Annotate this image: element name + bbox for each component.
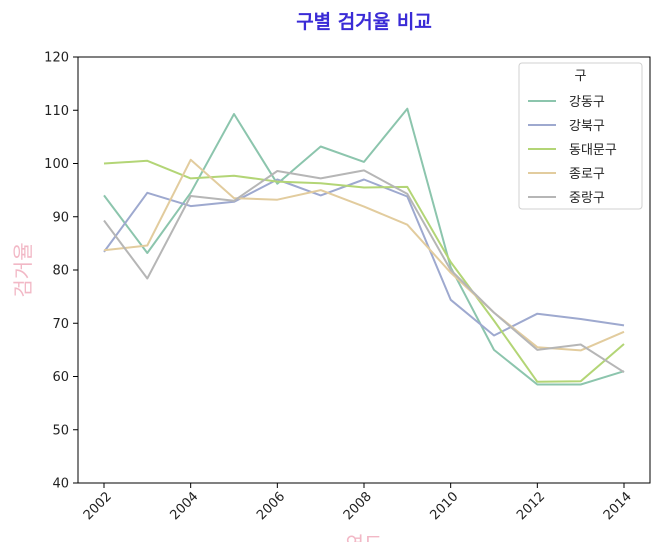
y-tick-label: 40 [52,477,69,492]
y-tick-label: 80 [52,264,69,279]
x-tick-label: 2002 [81,489,115,523]
y-tick-label: 110 [44,104,69,119]
legend-entry-label: 중랑구 [569,191,605,206]
series-line-2 [103,159,625,383]
series-line-1 [103,178,625,337]
y-tick-label: 120 [44,51,69,66]
x-tick-label: 2014 [601,489,635,523]
series-line-3 [103,158,625,352]
legend-box [518,62,643,210]
legend-entry-label: 종로구 [569,167,605,182]
y-tick-label: 90 [52,210,69,225]
chart-title: 구별 검거율 비교 [296,11,432,33]
legend-entry-label: 동대문구 [569,143,617,158]
x-tick-label: 2012 [514,489,548,523]
y-axis-label: 검거율 [11,242,35,297]
y-tick-label: 50 [52,423,69,438]
x-tick-label: 2004 [167,489,201,523]
x-tick-label: 2006 [254,489,288,523]
x-tick-label: 2010 [427,489,461,523]
legend-entry-label: 강동구 [569,95,605,110]
series-line-4 [103,169,625,374]
legend-title: 구 [575,69,587,84]
legend-entry-label: 강북구 [569,119,605,134]
y-tick-label: 100 [44,157,69,172]
series-lines [103,107,625,386]
y-tick-label: 60 [52,370,69,385]
series-line-0 [103,107,625,386]
y-tick-label: 70 [52,317,69,332]
x-axis-label: 연도 [346,532,383,542]
x-tick-label: 2008 [341,489,375,523]
